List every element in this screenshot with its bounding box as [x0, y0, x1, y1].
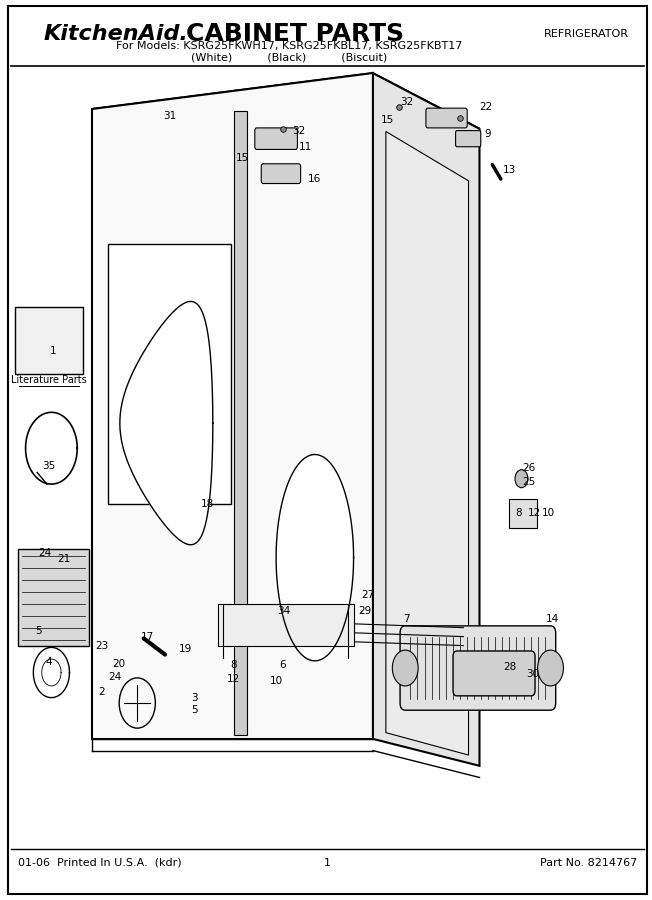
- Text: 5: 5: [192, 706, 198, 716]
- Text: 11: 11: [299, 141, 312, 152]
- Text: KitchenAid.: KitchenAid.: [44, 23, 188, 44]
- Text: CABINET PARTS: CABINET PARTS: [186, 22, 404, 46]
- Text: 28: 28: [503, 662, 516, 672]
- Text: 21: 21: [57, 554, 71, 564]
- Text: 34: 34: [277, 607, 291, 616]
- Polygon shape: [276, 454, 353, 661]
- Text: 20: 20: [113, 659, 126, 669]
- Polygon shape: [92, 73, 479, 165]
- Polygon shape: [386, 131, 469, 755]
- Text: 18: 18: [201, 499, 215, 508]
- Text: 32: 32: [400, 97, 413, 107]
- Text: Literature Parts: Literature Parts: [11, 375, 87, 385]
- Text: 8: 8: [230, 661, 237, 670]
- Text: 4: 4: [46, 657, 52, 667]
- Text: 25: 25: [523, 477, 536, 487]
- Polygon shape: [120, 302, 213, 544]
- Text: (White)          (Black)          (Biscuit): (White) (Black) (Biscuit): [191, 53, 387, 63]
- FancyBboxPatch shape: [261, 164, 301, 184]
- Text: 23: 23: [95, 641, 108, 651]
- Text: 15: 15: [236, 153, 249, 164]
- Text: 7: 7: [403, 614, 410, 624]
- FancyBboxPatch shape: [456, 130, 481, 147]
- Text: 15: 15: [381, 115, 394, 125]
- Text: 32: 32: [292, 127, 305, 137]
- Text: REFRIGERATOR: REFRIGERATOR: [544, 29, 629, 39]
- Text: 1: 1: [50, 346, 57, 356]
- Text: 8: 8: [515, 508, 522, 518]
- Text: 10: 10: [542, 508, 555, 518]
- Circle shape: [393, 650, 418, 686]
- Polygon shape: [373, 73, 479, 766]
- FancyBboxPatch shape: [453, 651, 535, 696]
- Text: 27: 27: [361, 590, 374, 600]
- Text: 14: 14: [546, 614, 559, 624]
- Text: 13: 13: [503, 165, 516, 176]
- FancyBboxPatch shape: [400, 626, 556, 710]
- Text: 26: 26: [523, 463, 536, 473]
- Polygon shape: [18, 549, 89, 645]
- Text: 10: 10: [269, 677, 283, 687]
- Text: Part No. 8214767: Part No. 8214767: [541, 858, 638, 868]
- Text: 3: 3: [192, 693, 198, 703]
- Circle shape: [515, 470, 528, 488]
- Text: 30: 30: [527, 670, 540, 680]
- Circle shape: [538, 650, 563, 686]
- Polygon shape: [218, 604, 353, 645]
- Text: 22: 22: [479, 103, 492, 112]
- FancyBboxPatch shape: [426, 108, 467, 128]
- FancyBboxPatch shape: [509, 500, 537, 528]
- Text: 1: 1: [324, 858, 331, 868]
- Text: 24: 24: [38, 548, 52, 558]
- Text: 9: 9: [484, 130, 491, 140]
- Text: 17: 17: [140, 632, 154, 642]
- Text: 16: 16: [308, 174, 321, 184]
- Text: 12: 12: [227, 674, 240, 684]
- Text: 29: 29: [359, 607, 372, 616]
- FancyBboxPatch shape: [255, 128, 297, 149]
- Text: 31: 31: [163, 112, 176, 122]
- Text: 2: 2: [98, 688, 105, 698]
- Polygon shape: [92, 73, 373, 739]
- Text: For Models: KSRG25FKWH17, KSRG25FKBL17, KSRG25FKBT17: For Models: KSRG25FKWH17, KSRG25FKBL17, …: [116, 41, 462, 51]
- Text: 35: 35: [42, 461, 55, 472]
- Text: 5: 5: [35, 626, 42, 636]
- Polygon shape: [108, 244, 231, 504]
- FancyBboxPatch shape: [14, 307, 83, 374]
- Text: 6: 6: [279, 661, 286, 670]
- Text: 24: 24: [108, 672, 121, 682]
- Polygon shape: [234, 111, 247, 735]
- Text: 12: 12: [527, 508, 541, 518]
- Text: 01-06  Printed In U.S.A.  (kdr): 01-06 Printed In U.S.A. (kdr): [18, 858, 181, 868]
- Text: 19: 19: [179, 644, 192, 654]
